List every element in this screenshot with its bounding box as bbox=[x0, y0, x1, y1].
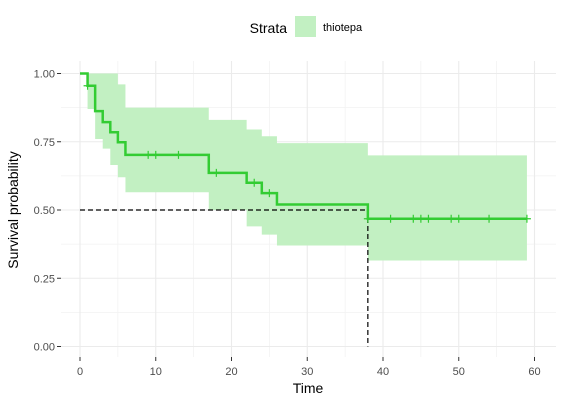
censor-mark bbox=[83, 81, 92, 90]
x-tick-label: 60 bbox=[528, 366, 540, 378]
censor-mark bbox=[151, 150, 160, 159]
censor-mark bbox=[454, 214, 463, 223]
survival-curve bbox=[80, 72, 527, 220]
y-tick-label: 0.25 bbox=[34, 273, 55, 285]
censor-mark bbox=[363, 214, 372, 223]
x-tick-label: 30 bbox=[301, 366, 313, 378]
x-tick-label: 0 bbox=[77, 366, 83, 378]
x-tick-label: 10 bbox=[150, 366, 162, 378]
censor-mark bbox=[212, 168, 221, 177]
legend-entry-label: thiotepa bbox=[323, 22, 363, 34]
censor-mark bbox=[424, 214, 433, 223]
y-axis: 0.00 0.25 0.50 0.75 1.00 bbox=[34, 69, 61, 354]
x-axis: 0 10 20 30 40 50 60 bbox=[77, 357, 541, 378]
legend: Strata thiotepa bbox=[250, 16, 363, 37]
censor-mark bbox=[265, 189, 274, 198]
y-tick-label: 1.00 bbox=[34, 69, 55, 81]
x-axis-label: Time bbox=[293, 380, 324, 396]
censor-mark bbox=[522, 214, 531, 223]
censor-mark bbox=[250, 178, 259, 187]
y-axis-label: Survival probability bbox=[5, 151, 21, 269]
censor-mark bbox=[409, 214, 418, 223]
censor-mark bbox=[174, 150, 183, 159]
confidence-band bbox=[80, 73, 527, 261]
y-tick-label: 0.50 bbox=[34, 205, 55, 217]
censor-mark bbox=[485, 214, 494, 223]
x-tick-label: 50 bbox=[453, 366, 465, 378]
censor-mark bbox=[447, 214, 456, 223]
x-tick-label: 20 bbox=[225, 366, 237, 378]
censor-mark bbox=[144, 150, 153, 159]
y-tick-label: 0.00 bbox=[34, 342, 55, 354]
legend-swatch bbox=[295, 16, 316, 37]
legend-title: Strata bbox=[250, 20, 288, 36]
censor-mark bbox=[416, 214, 425, 223]
y-tick-label: 0.75 bbox=[34, 137, 55, 149]
censor-mark bbox=[386, 214, 395, 223]
x-tick-label: 40 bbox=[377, 366, 389, 378]
